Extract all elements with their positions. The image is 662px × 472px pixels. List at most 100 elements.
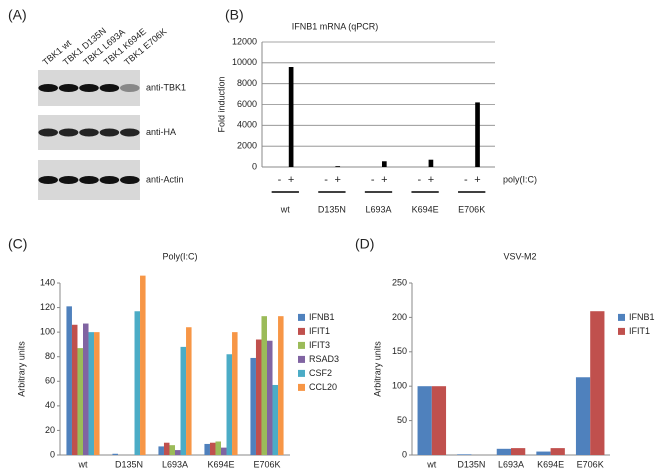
bar [140, 275, 146, 455]
bar [88, 332, 95, 455]
y-tick-label: 6000 [237, 99, 257, 109]
band [38, 84, 58, 92]
x-tick-label: L693A [162, 459, 188, 469]
bar [250, 357, 256, 455]
x-tick-label: wt [78, 459, 88, 469]
bar [169, 445, 175, 455]
panel-label: (C) [8, 236, 27, 252]
band [120, 84, 140, 92]
bar [267, 340, 273, 455]
bar [550, 448, 565, 455]
x-tick-label: K694E [207, 459, 234, 469]
panel-label: (B) [225, 7, 244, 23]
band [58, 84, 79, 92]
band [79, 176, 99, 184]
bar [278, 316, 284, 455]
treatment-sign: + [474, 174, 480, 186]
bar [288, 67, 294, 167]
band [99, 84, 120, 92]
treatment-sign: + [288, 174, 294, 186]
band [99, 128, 120, 137]
bar [83, 323, 89, 455]
bar [261, 316, 267, 455]
legend-label: CCL20 [309, 382, 337, 392]
band [99, 176, 120, 184]
bar [590, 311, 605, 455]
y-tick-label: 50 [397, 415, 407, 425]
y-axis-label: Fold induction [216, 76, 226, 132]
bar [457, 454, 472, 455]
bar [204, 443, 210, 455]
band [79, 84, 99, 92]
antibody-label: anti-Actin [146, 174, 184, 184]
bar [431, 386, 447, 455]
x-tick-label: wt [426, 459, 436, 469]
y-tick-label: 10000 [232, 57, 257, 67]
bar [221, 447, 227, 455]
legend-swatch [618, 327, 625, 335]
bar [475, 102, 480, 167]
bar [175, 450, 181, 455]
bar [163, 442, 170, 455]
x-tick-label: D135N [115, 459, 143, 469]
x-tick-label: E706K [577, 459, 604, 469]
y-tick-label: 0 [50, 449, 55, 459]
y-tick-label: 4000 [237, 120, 257, 130]
bar [66, 306, 72, 455]
x-tick-label: wt [280, 204, 290, 214]
y-tick-label: 80 [45, 351, 55, 361]
x-tick-label: D135N [457, 459, 485, 469]
y-axis-label: Arbitrary units [372, 341, 382, 397]
legend-swatch [298, 313, 305, 321]
band [120, 176, 140, 184]
y-tick-label: 12000 [232, 36, 257, 46]
x-tick-label: K694E [537, 459, 564, 469]
legend-swatch [618, 313, 625, 321]
x-tick-label: K694E [412, 204, 439, 214]
bar [335, 166, 341, 167]
legend-label: IFIT1 [629, 326, 650, 336]
x-tick-label: L693A [365, 204, 391, 214]
panel-label: (D) [355, 236, 374, 252]
y-tick-label: 120 [40, 302, 55, 312]
treatment-sign: - [371, 174, 375, 186]
bar [215, 441, 221, 455]
bar [511, 448, 526, 455]
treatment-sign: - [464, 174, 468, 186]
y-tick-label: 0 [402, 449, 407, 459]
antibody-label: anti-TBK1 [146, 82, 186, 92]
treatment-sign: - [278, 174, 282, 186]
legend-label: IFIT1 [309, 326, 330, 336]
y-tick-label: 60 [45, 376, 55, 386]
y-tick-label: 100 [40, 327, 55, 337]
y-tick-label: 140 [40, 277, 55, 287]
x-tick-label: E706K [253, 459, 280, 469]
legend-swatch [298, 369, 305, 377]
bar [381, 161, 387, 167]
bar [575, 377, 591, 455]
y-tick-label: 2000 [237, 141, 257, 151]
legend-label: IFIT3 [309, 340, 330, 350]
legend-label: RSAD3 [309, 354, 339, 364]
bar [226, 354, 233, 455]
bar [180, 346, 187, 455]
legend-label: IFNB1 [309, 312, 335, 322]
chart-title: VSV-M2 [503, 251, 536, 261]
treatment-sign: - [417, 174, 421, 186]
bar [496, 448, 511, 455]
panel-label: (A) [8, 7, 27, 23]
legend-swatch [298, 327, 305, 335]
y-tick-label: 100 [392, 381, 407, 391]
y-tick-label: 40 [45, 400, 55, 410]
x-tick-label: L693A [498, 459, 524, 469]
bar [158, 446, 164, 455]
bar [71, 324, 78, 455]
treatment-sign: + [335, 174, 341, 186]
bar [134, 311, 141, 455]
band [38, 128, 58, 137]
band [58, 128, 79, 137]
chart-title: IFNB1 mRNA (qPCR) [292, 21, 379, 31]
band [120, 128, 140, 137]
treatment-sign: + [381, 174, 387, 186]
